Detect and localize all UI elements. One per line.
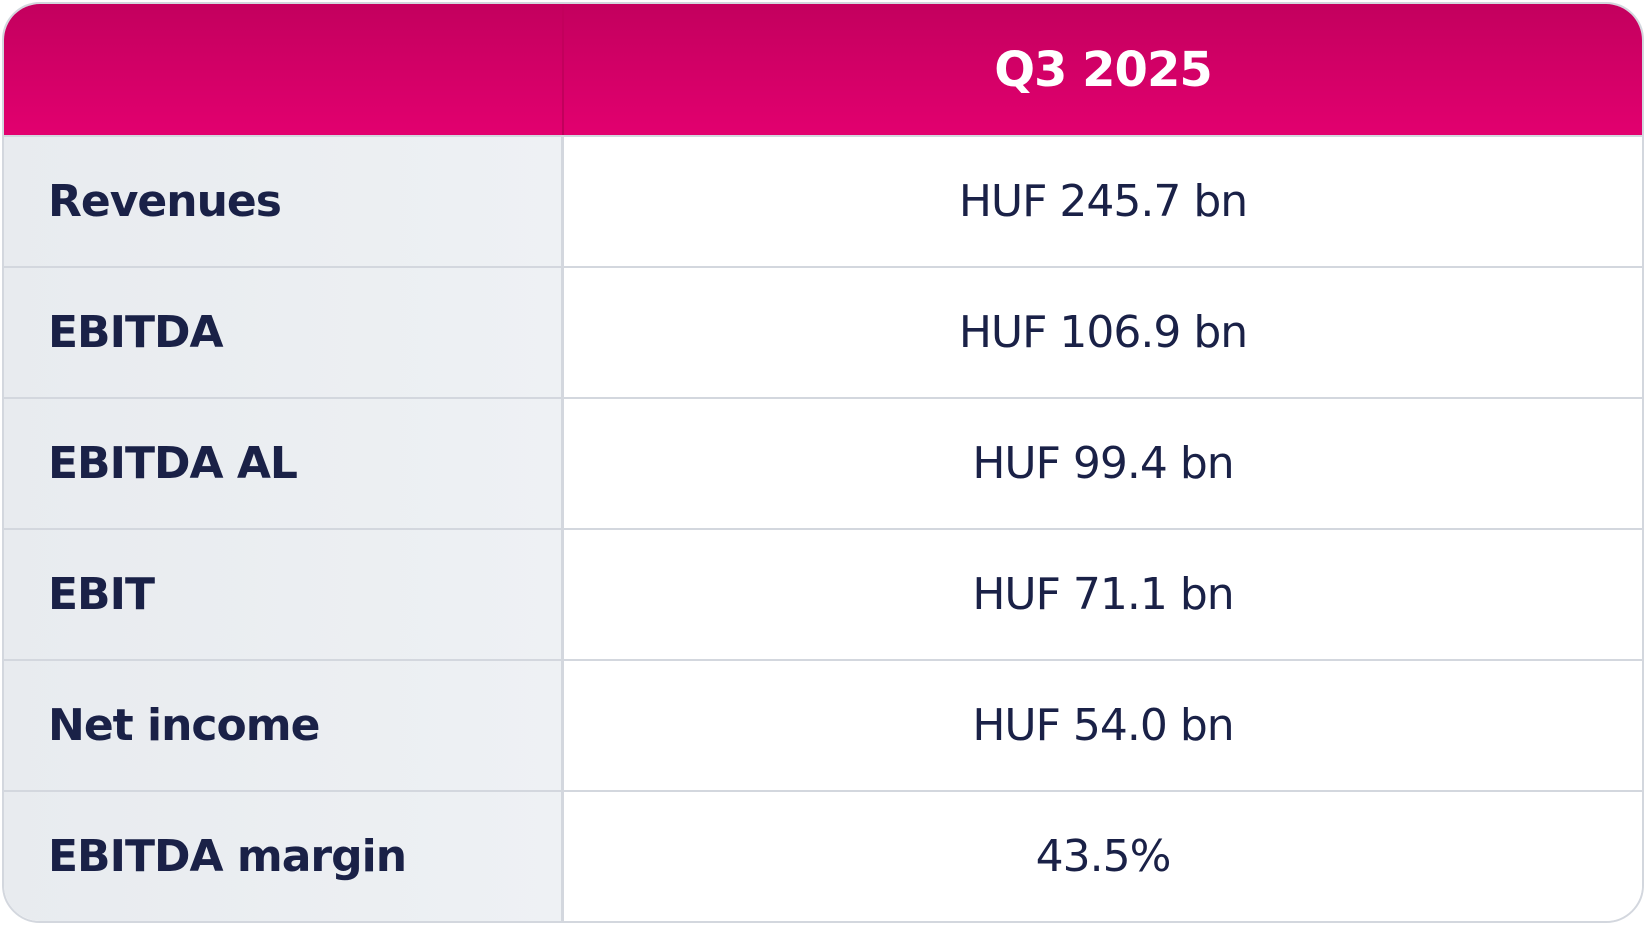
row-label: EBITDA margin xyxy=(4,790,564,921)
header-title: Q3 2025 xyxy=(564,4,1642,135)
row-value: 43.5% xyxy=(564,790,1642,921)
row-value: HUF 54.0 bn xyxy=(564,659,1642,790)
row-label: EBITDA AL xyxy=(4,397,564,528)
row-label: EBITDA xyxy=(4,266,564,397)
header-blank xyxy=(4,4,564,135)
row-label: EBIT xyxy=(4,528,564,659)
row-label: Net income xyxy=(4,659,564,790)
row-value: HUF 99.4 bn xyxy=(564,397,1642,528)
row-value: HUF 106.9 bn xyxy=(564,266,1642,397)
row-label: Revenues xyxy=(4,135,564,266)
row-value: HUF 245.7 bn xyxy=(564,135,1642,266)
row-value: HUF 71.1 bn xyxy=(564,528,1642,659)
